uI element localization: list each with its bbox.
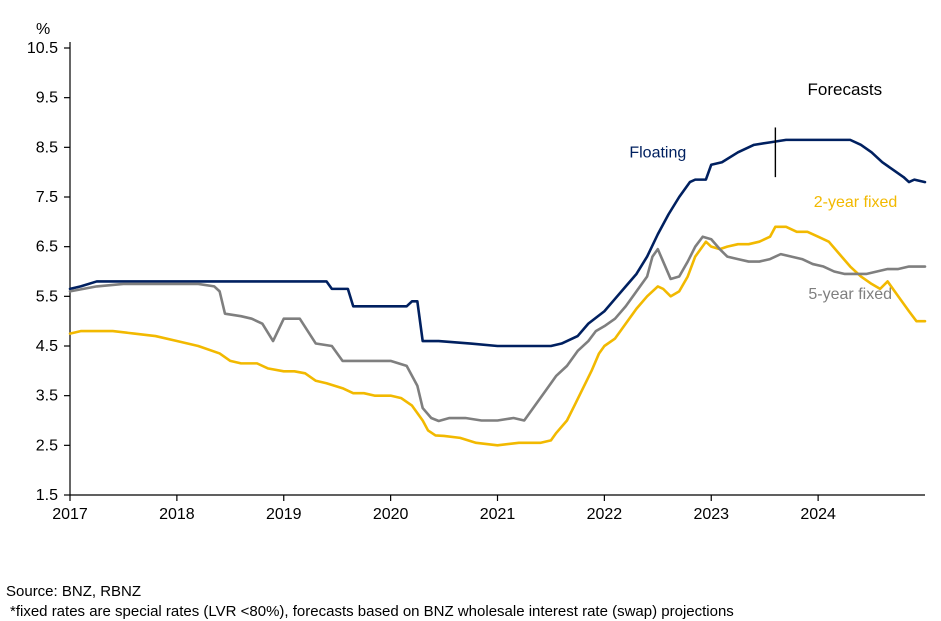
y-tick-label: 3.5 — [36, 388, 58, 405]
x-tick-label: 2023 — [693, 506, 729, 523]
series-label-5-year-fixed: 5-year fixed — [808, 286, 892, 303]
y-tick-label: 10.5 — [27, 40, 58, 57]
source-text: Source: BNZ, RBNZ — [6, 582, 941, 602]
series-label-floating: Floating — [629, 144, 686, 161]
x-tick-label: 2021 — [480, 506, 516, 523]
x-tick-label: 2019 — [266, 506, 302, 523]
y-tick-label: 7.5 — [36, 189, 58, 206]
x-tick-label: 2022 — [587, 506, 623, 523]
y-tick-label: 2.5 — [36, 437, 58, 454]
x-tick-label: 2017 — [52, 506, 88, 523]
line-chart: 1.5 2.5 3.5 4.5 5.5 6.5 7.5 8.5 9.5 10.5% 2017 2018… — [0, 0, 941, 582]
series-label-2-year-fixed: 2-year fixed — [814, 194, 898, 211]
x-tick-label: 2018 — [159, 506, 195, 523]
y-tick-label: 5.5 — [36, 288, 58, 305]
y-tick-label: 1.5 — [36, 487, 58, 504]
y-axis-title: % — [36, 21, 50, 38]
y-tick-label: 4.5 — [36, 338, 58, 355]
chart-container: 1.5 2.5 3.5 4.5 5.5 6.5 7.5 8.5 9.5 10.5% 2017 2018… — [0, 0, 941, 582]
x-tick-label: 2020 — [373, 506, 409, 523]
x-tick-label: 2024 — [800, 506, 836, 523]
forecast-label: Forecasts — [808, 80, 883, 99]
y-tick-label: 9.5 — [36, 90, 58, 107]
y-tick-label: 6.5 — [36, 239, 58, 256]
y-tick-label: 8.5 — [36, 139, 58, 156]
footnote-text: *fixed rates are special rates (LVR <80%… — [10, 602, 941, 621]
